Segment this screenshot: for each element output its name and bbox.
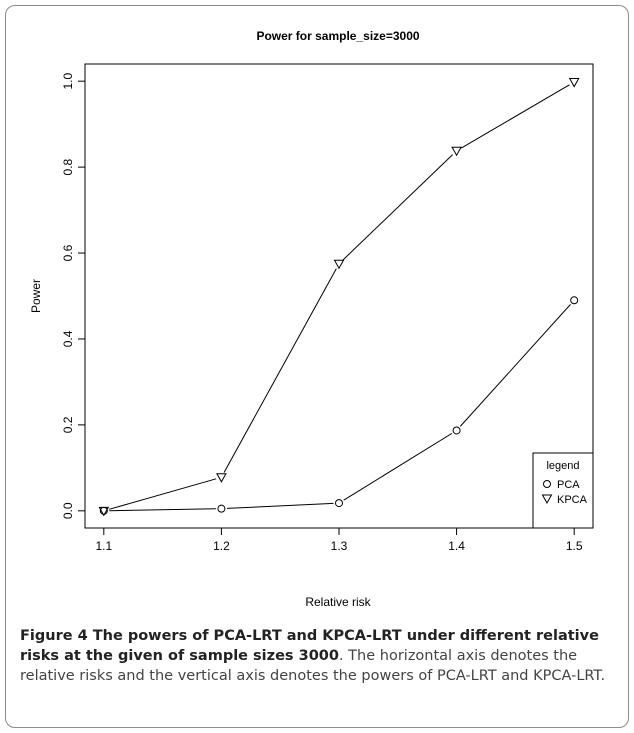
y-tick-label: 1.0 [61, 73, 75, 90]
y-tick-label: 0.0 [61, 502, 75, 519]
series-pca-point [571, 297, 578, 304]
series-pca-point [336, 500, 343, 507]
series-pca-point [453, 427, 460, 434]
series-pca-segment [109, 509, 216, 511]
y-axis: 0.0 0.2 0.4 0.6 0.8 1.0 [61, 73, 85, 520]
series-kpca-point [452, 147, 461, 155]
series-kpca-segment [224, 269, 336, 473]
x-tick-label: 1.3 [331, 539, 348, 553]
plot-area [85, 64, 593, 528]
legend: legend PCA KPCA [533, 453, 593, 528]
y-tick-label: 0.8 [61, 158, 75, 175]
legend-kpca-label: KPCA [557, 494, 588, 506]
legend-pca-label: PCA [557, 479, 580, 491]
series-kpca-point [570, 79, 579, 87]
series-pca-segment [460, 304, 570, 426]
series-layer [99, 79, 578, 516]
series-kpca-point [217, 474, 226, 482]
y-tick-label: 0.6 [61, 244, 75, 261]
series-kpca-point [335, 260, 344, 268]
chart-title: Power for sample_size=3000 [256, 29, 419, 43]
x-tick-label: 1.1 [95, 539, 112, 553]
x-axis: 1.1 1.2 1.3 1.4 1.5 [95, 528, 582, 553]
y-axis-label: Power [29, 279, 43, 313]
series-pca-segment [227, 503, 334, 508]
legend-title: legend [546, 460, 579, 472]
figure-caption: Figure 4 The powers of PCA-LRT and KPCA-… [20, 626, 620, 686]
series-kpca-segment [461, 85, 569, 148]
y-tick-label: 0.2 [61, 416, 75, 433]
series-kpca-segment [109, 479, 216, 509]
series-kpca-segment [343, 155, 453, 260]
x-axis-label: Relative risk [305, 595, 371, 609]
series-pca-segment [344, 433, 452, 500]
x-tick-label: 1.5 [566, 539, 583, 553]
power-line-chart: Power for sample_size=3000 1.1 1.2 1.3 1.4 1… [0, 0, 634, 620]
y-tick-label: 0.4 [61, 330, 75, 347]
x-tick-label: 1.4 [448, 539, 465, 553]
series-pca-point [218, 505, 225, 512]
x-tick-label: 1.2 [213, 539, 230, 553]
